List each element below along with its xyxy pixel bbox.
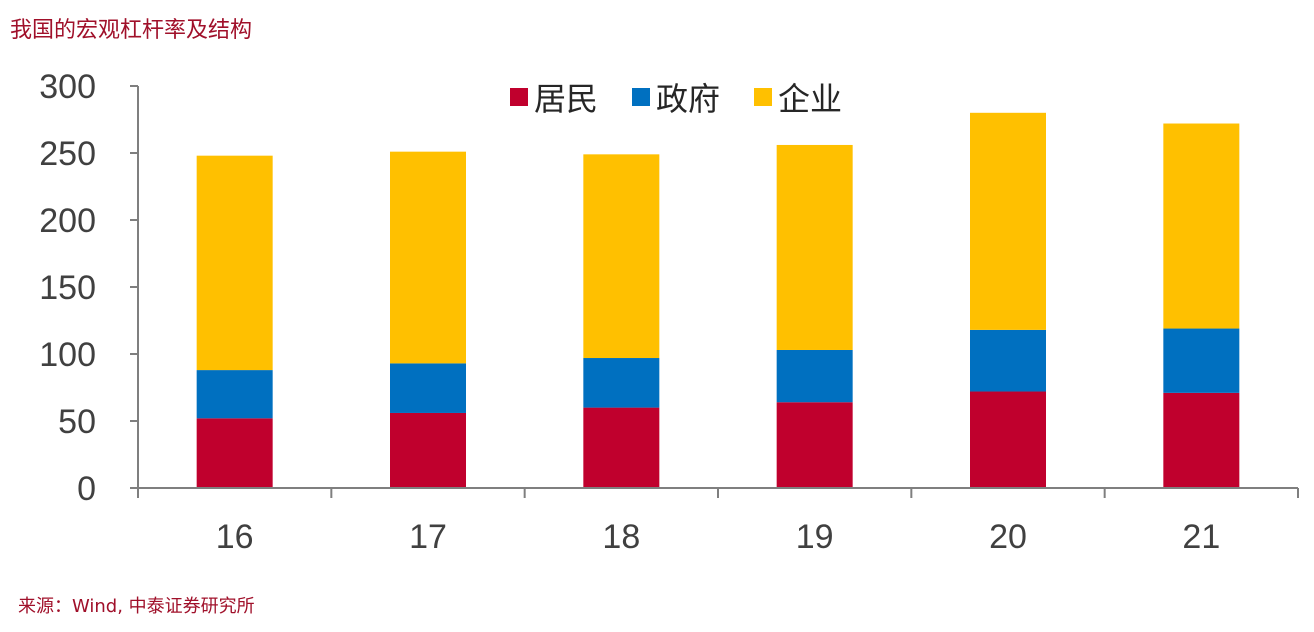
chart-title: 我国的宏观杠杆率及结构 bbox=[10, 18, 253, 43]
bars-layer bbox=[196, 112, 1240, 488]
bar-企业-18 bbox=[583, 154, 660, 359]
y-tick-label: 150 bbox=[39, 269, 96, 307]
bar-企业-20 bbox=[970, 112, 1046, 330]
y-tick-label: 0 bbox=[77, 470, 96, 508]
legend-swatch-居民 bbox=[510, 88, 528, 106]
bar-企业-16 bbox=[196, 155, 273, 371]
legend-label-政府: 政府 bbox=[656, 81, 720, 117]
x-tick-label: 20 bbox=[989, 518, 1027, 556]
bar-居民-19 bbox=[776, 402, 853, 488]
bar-居民-18 bbox=[583, 407, 660, 488]
bar-政府-16 bbox=[196, 370, 273, 419]
bar-政府-17 bbox=[390, 363, 466, 413]
bar-居民-16 bbox=[196, 418, 273, 488]
bar-企业-21 bbox=[1163, 123, 1240, 329]
bar-居民-17 bbox=[390, 412, 466, 488]
bar-居民-21 bbox=[1163, 392, 1240, 488]
x-tick-label: 18 bbox=[602, 518, 640, 556]
x-tick-label: 16 bbox=[216, 518, 254, 556]
bar-政府-20 bbox=[970, 329, 1046, 392]
y-tick-label: 50 bbox=[58, 403, 96, 441]
legend-label-企业: 企业 bbox=[778, 81, 842, 117]
x-tick-label: 19 bbox=[796, 518, 834, 556]
y-tick-label: 100 bbox=[39, 336, 96, 374]
bar-政府-19 bbox=[776, 349, 853, 403]
bar-政府-18 bbox=[583, 358, 660, 408]
bar-政府-21 bbox=[1163, 328, 1240, 393]
x-tick-label: 17 bbox=[409, 518, 447, 556]
x-tick-label: 21 bbox=[1182, 518, 1220, 556]
y-tick-label: 300 bbox=[39, 68, 96, 106]
bar-居民-20 bbox=[970, 391, 1046, 488]
bar-企业-19 bbox=[776, 144, 853, 350]
y-tick-label: 200 bbox=[39, 202, 96, 240]
legend-swatch-企业 bbox=[754, 88, 772, 106]
y-tick-label: 250 bbox=[39, 135, 96, 173]
legend-label-居民: 居民 bbox=[534, 81, 598, 117]
source-note: 来源：Wind, 中泰证券研究所 bbox=[18, 596, 255, 617]
legend: 居民 政府 企业 bbox=[510, 81, 842, 117]
bar-企业-17 bbox=[390, 151, 466, 364]
legend-swatch-政府 bbox=[632, 88, 650, 106]
axes-layer: 0 50 100 150 200 250 300 16 17 18 19 20 21 bbox=[39, 68, 1299, 556]
